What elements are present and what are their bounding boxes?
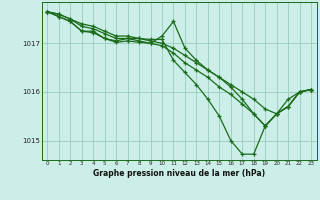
- X-axis label: Graphe pression niveau de la mer (hPa): Graphe pression niveau de la mer (hPa): [93, 169, 265, 178]
